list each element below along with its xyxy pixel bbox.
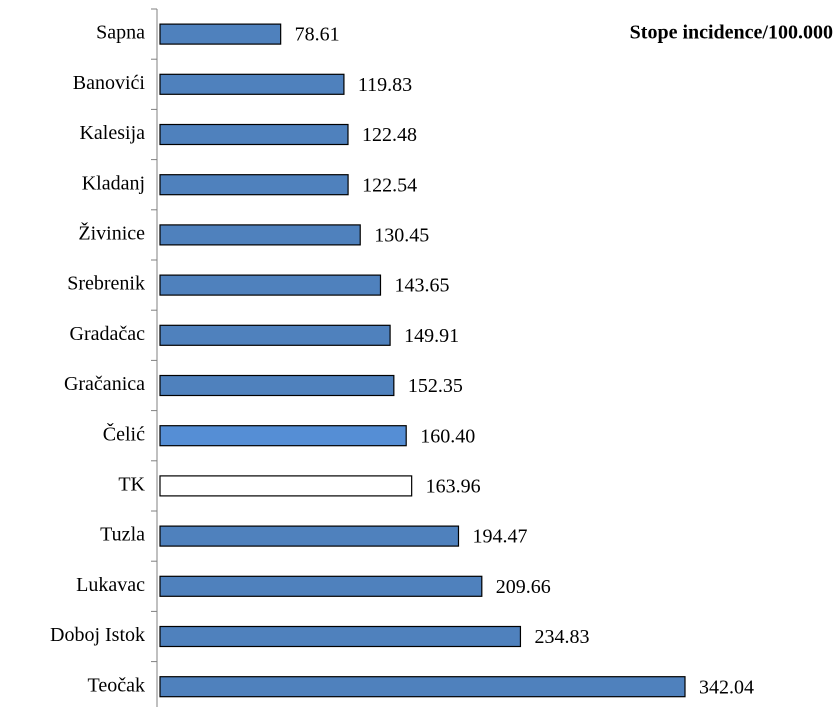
- bar: [159, 425, 407, 447]
- y-tick-label: Gračanica: [64, 373, 145, 395]
- data-label: 342.04: [699, 676, 754, 698]
- y-tick-label: Banovići: [73, 72, 146, 94]
- y-tick-label: Teočak: [88, 674, 145, 696]
- bar: [159, 23, 282, 45]
- bar: [159, 174, 349, 196]
- y-tick-label: Čelić: [103, 421, 145, 445]
- chart-title: Stope incidence/100.000: [630, 22, 833, 44]
- data-label: 119.83: [358, 74, 412, 96]
- data-label: 160.40: [420, 425, 475, 447]
- data-label: 143.65: [394, 275, 449, 297]
- bar: [159, 625, 522, 648]
- data-label: 209.66: [496, 576, 551, 598]
- y-tick-label: Lukavac: [76, 574, 145, 596]
- bar: [159, 575, 483, 597]
- data-label: 194.47: [472, 526, 527, 548]
- y-tick-label: Živinice: [78, 221, 145, 244]
- y-tick-label: Sapna: [96, 22, 145, 44]
- bar: [159, 274, 382, 296]
- data-label: 163.96: [426, 475, 481, 497]
- y-tick-label: Doboj Istok: [50, 624, 145, 646]
- bar: [159, 224, 361, 246]
- y-tick-label: Srebrenik: [67, 273, 145, 295]
- data-label: 122.54: [362, 174, 417, 196]
- y-tick-label: Gradačac: [70, 323, 146, 345]
- data-label: 130.45: [374, 224, 429, 246]
- bar: [159, 324, 391, 346]
- y-tick-label: Tuzla: [100, 524, 145, 546]
- bar: [159, 123, 349, 146]
- y-tick-label: TK: [118, 473, 145, 495]
- data-label: 152.35: [408, 375, 463, 397]
- bar: [159, 525, 460, 547]
- y-tick-label: Kalesija: [79, 122, 145, 144]
- bar: [159, 475, 413, 497]
- data-label: 122.48: [362, 124, 417, 146]
- y-tick-label: Kladanj: [82, 172, 145, 194]
- bar: [159, 676, 686, 698]
- bar: [159, 73, 345, 95]
- data-label: 78.61: [295, 24, 340, 46]
- data-label: 234.83: [534, 626, 589, 648]
- data-label: 149.91: [404, 325, 459, 347]
- bar: [159, 374, 395, 397]
